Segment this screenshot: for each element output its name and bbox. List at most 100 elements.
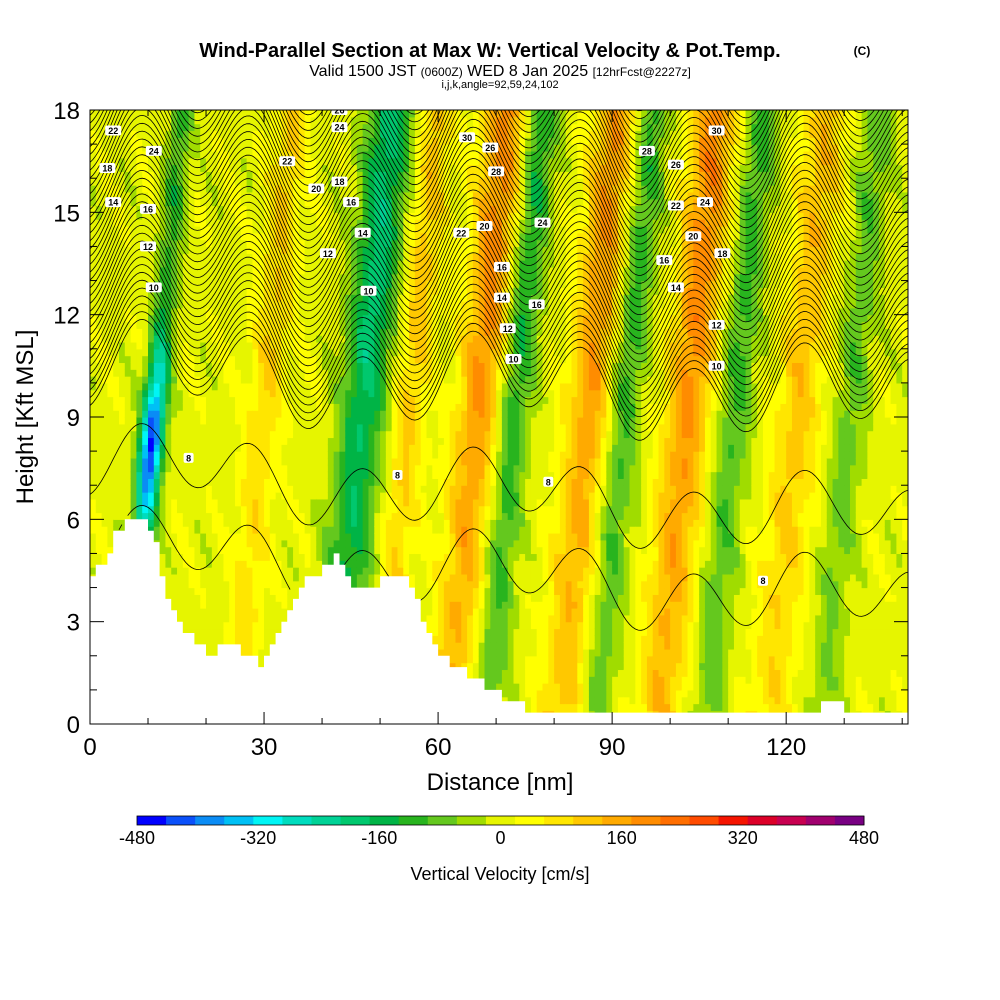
velocity-cell [194,314,201,323]
velocity-cell [316,471,323,479]
velocity-cell [362,239,370,248]
velocity-cell [391,512,399,520]
velocity-cell [356,335,364,343]
velocity-cell [333,526,341,534]
velocity-cell [281,144,288,152]
velocity-cell [223,301,230,309]
velocity-cell [240,287,248,295]
velocity-cell [403,382,410,391]
velocity-cell [223,512,230,520]
velocity-cell [269,498,277,507]
velocity-cell [101,123,108,132]
velocity-cell [380,171,387,179]
velocity-cell [322,492,329,500]
velocity-cell [252,191,259,200]
velocity-cell [293,239,300,248]
velocity-cell [235,307,242,316]
velocity-cell [159,273,167,282]
velocity-cell [90,239,97,248]
velocity-cell [101,437,108,445]
velocity-cell [159,280,167,288]
velocity-cell [385,355,393,364]
velocity-cell [293,335,300,343]
velocity-cell [281,348,288,357]
velocity-cell [165,594,172,602]
velocity-cell [391,560,399,568]
velocity-cell [223,608,230,616]
velocity-cell [113,212,120,220]
velocity-cell [217,471,225,479]
velocity-cell [153,437,161,445]
velocity-cell [293,116,300,125]
velocity-cell [322,341,329,350]
velocity-cell [258,417,265,425]
velocity-cell [240,526,248,534]
velocity-cell [240,492,248,500]
velocity-cell [182,485,190,493]
velocity-cell [368,376,375,384]
velocity-cell [153,410,161,418]
velocity-cell [310,205,317,213]
velocity-cell [380,341,387,350]
velocity-cell [188,116,196,125]
velocity-cell [258,307,265,316]
velocity-cell [182,314,190,323]
velocity-cell [159,191,167,200]
velocity-cell [281,382,288,391]
velocity-cell [304,437,312,445]
velocity-cell [223,614,230,623]
velocity-cell [142,505,149,514]
velocity-cell [165,478,172,486]
velocity-cell [165,505,172,514]
velocity-cell [95,498,103,507]
velocity-cell [264,144,271,152]
velocity-cell [223,560,230,568]
velocity-cell [223,341,230,350]
velocity-cell [409,560,416,568]
velocity-cell [90,253,97,261]
velocity-cell [223,376,230,384]
velocity-cell [356,260,364,268]
velocity-cell [345,239,352,248]
velocity-cell [177,178,184,186]
velocity-cell [124,191,132,200]
velocity-cell [206,246,213,254]
velocity-cell [130,266,138,275]
velocity-cell [240,485,248,493]
velocity-cell [385,280,393,288]
velocity-cell [293,191,300,200]
velocity-cell [281,239,288,248]
velocity-cell [310,553,317,561]
velocity-cell [374,321,381,329]
velocity-cell [339,403,346,411]
velocity-cell [322,171,329,179]
velocity-cell [211,212,219,220]
velocity-cell [345,328,352,336]
velocity-cell [200,573,207,582]
velocity-cell [403,171,410,179]
velocity-cell [90,198,97,207]
velocity-cell [316,478,323,486]
velocity-cell [235,273,242,282]
velocity-cell [223,116,230,125]
velocity-cell [362,116,370,125]
velocity-cell [397,553,404,561]
velocity-cell [142,123,149,132]
velocity-cell [171,546,178,555]
velocity-cell [275,178,283,186]
velocity-cell [211,301,219,309]
velocity-cell [235,451,242,459]
velocity-cell [356,382,364,391]
velocity-cell [264,246,271,254]
velocity-cell [182,594,190,602]
velocity-cell [322,403,329,411]
velocity-cell [124,144,132,152]
velocity-cell [95,532,103,541]
velocity-cell [351,519,358,527]
velocity-cell [269,492,277,500]
velocity-cell [194,294,201,302]
velocity-cell [130,157,138,166]
velocity-cell [298,239,306,248]
velocity-cell [304,485,312,493]
